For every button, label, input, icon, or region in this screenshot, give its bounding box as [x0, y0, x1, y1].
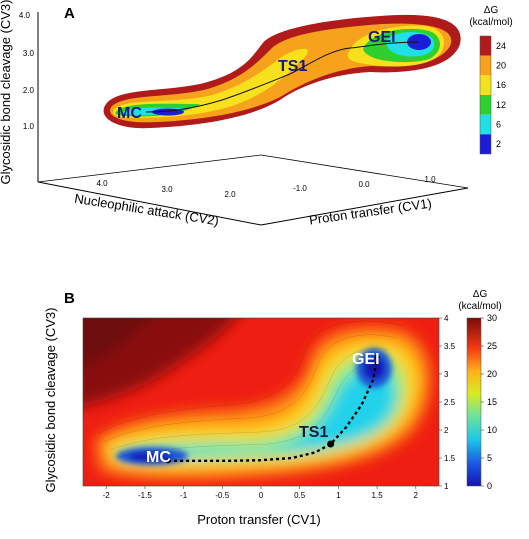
panel-b-colorbar-tick: 25	[487, 341, 497, 351]
panel-a-colorbar-tick: 20	[496, 61, 506, 71]
panel-a-colorbar-tick: 16	[496, 80, 506, 90]
panel-a-floor-back-left	[37, 154, 262, 183]
panel-b-colorbar-tick: 5	[487, 453, 492, 463]
panel-b-x-tick: 1.5	[372, 491, 384, 500]
panel-b-colorbar-unit: (kcal/mol)	[458, 301, 501, 312]
panel-b-y-tick: 3.5	[444, 342, 456, 351]
panel-a-colorbar-title: ΔG	[484, 5, 499, 16]
panel-a-x-tick: 4.0	[96, 179, 108, 188]
panel-b-state-point	[327, 440, 335, 448]
panel-a-z-title: Glycosidic bond cleavage (CV3)	[0, 0, 13, 184]
panel-a-label-ts1: TS1	[278, 58, 307, 75]
panel-b-level-cyan	[118, 367, 396, 458]
panel-b-letter: B	[64, 290, 75, 307]
panel-b-y-title: Glycosidic bond cleavage (CV3)	[43, 308, 58, 493]
panel-b-colorbar-tick: 30	[487, 313, 497, 323]
panel-b-mc-basin-core	[128, 452, 172, 462]
panel-b-x-tick: 1	[336, 491, 341, 500]
panel-a-y-axis	[260, 187, 469, 226]
panel-a-z-tick: 1.0	[23, 122, 35, 131]
panel-b-high-region-core	[83, 318, 152, 366]
panel-b-state-points	[165, 354, 380, 464]
panel-a-x-tick: 3.0	[161, 185, 173, 194]
panel-b-state-point	[374, 354, 380, 360]
panel-a-colorbar-tick: 2	[496, 139, 501, 149]
panel-a-colorbar-swatch	[480, 36, 491, 56]
panel-a-letter: A	[64, 5, 75, 22]
panel-a-colorbar-swatch	[480, 55, 491, 76]
panel-b-gei-basin-core	[363, 356, 385, 380]
panel-a-z-tick: 4.0	[19, 11, 31, 20]
panel-a-y-title: Proton transfer (CV1)	[308, 196, 432, 228]
panel-b-colorbar-tick: 20	[487, 369, 497, 379]
panel-a-colorbar-frame	[479, 35, 492, 155]
panel-a-y-tick: 1.0	[424, 175, 436, 184]
panel-b-x-title: Proton transfer (CV1)	[197, 512, 321, 527]
panel-b-y-tick: 3	[444, 370, 449, 379]
panel-b-x-tick: 2	[414, 491, 419, 500]
panel-b-colorbar-title: ΔG	[473, 289, 488, 300]
panel-a-path	[145, 41, 419, 113]
panel-a-x-tick: 2.0	[224, 190, 236, 199]
panel-b-colorbar-tick: 10	[487, 425, 497, 435]
panel-b-x-tick: -1.5	[138, 491, 152, 500]
panel-a-colorbar-swatch	[480, 114, 491, 135]
panel-a-y-tick: 0.0	[358, 180, 370, 189]
panel-b-label-ts1: TS1	[299, 424, 328, 441]
panel-b-y-tick: 4	[444, 314, 449, 323]
panel-a-z-tick: 2.0	[23, 86, 35, 95]
panel-b-axes: -2 -1.5 -1 -0.5 0 0.5 1 1.5 2 1 1.5 2 2.5 3 3.5 4	[103, 314, 456, 500]
panel-a-label-mc: MC	[117, 105, 142, 122]
panel-b-contours	[97, 320, 405, 459]
panel-b-x-tick: 0.5	[294, 491, 306, 500]
panel-a-x-title: Nucleophilic attack (CV2)	[73, 191, 220, 229]
panel-b-label-mc: MC	[146, 449, 171, 466]
panel-a-colorbar-swatch	[480, 95, 491, 115]
panel-b-colorbar: ΔG (kcal/mol) 30 25 20 15 10 5 0	[458, 289, 501, 491]
panel-a-colorbar-swatch	[480, 75, 491, 95]
panel-a-x-axis	[37, 181, 262, 226]
panel-b-y-tick: 2.5	[444, 398, 456, 407]
panel-b-x-tick: -0.5	[215, 491, 229, 500]
panel-b-y-tick: 1.5	[444, 454, 456, 463]
panel-a-colorbar-tick: 6	[496, 120, 501, 130]
panel-b-x-tick: 0	[259, 491, 264, 500]
panel-a-colorbar-tick: 12	[496, 100, 506, 110]
panel-b: B -2	[43, 289, 502, 527]
panel-b-colorbar-tick: 15	[487, 397, 497, 407]
panel-a-level-2b	[407, 34, 431, 50]
panel-b-y-tick: 2	[444, 426, 449, 435]
panel-b-label-gei: GEI	[352, 351, 380, 368]
panel-a-y-tick: -1.0	[293, 184, 307, 193]
panel-b-colorbar-gradient	[466, 317, 482, 487]
panel-b-state-point	[165, 458, 171, 464]
panel-b-x-tick: -1	[180, 491, 188, 500]
panel-b-y-tick: 1	[444, 482, 449, 491]
panel-a-colorbar-unit: (kcal/mol)	[469, 17, 512, 28]
panel-a-z-tick: 3.0	[23, 49, 35, 58]
panel-a-colorbar-tick: 24	[496, 41, 506, 51]
panel-b-heatmap	[83, 318, 439, 486]
panel-a: A 4.0 3.0 2.0 1.0 4.0 3.0 2.0 -1.0 0.0 1…	[0, 0, 513, 228]
panel-a-colorbar: ΔG (kcal/mol) 24 20 16 12 6 2	[469, 5, 513, 155]
panel-b-x-tick: -2	[103, 491, 111, 500]
panel-a-surface	[103, 14, 461, 129]
panel-b-colorbar-tick: 0	[487, 481, 492, 491]
panel-a-floor-back-right	[260, 154, 469, 189]
panel-b-path	[168, 356, 379, 462]
panel-a-colorbar-swatch	[480, 134, 491, 154]
panel-a-label-gei: GEI	[368, 29, 396, 46]
